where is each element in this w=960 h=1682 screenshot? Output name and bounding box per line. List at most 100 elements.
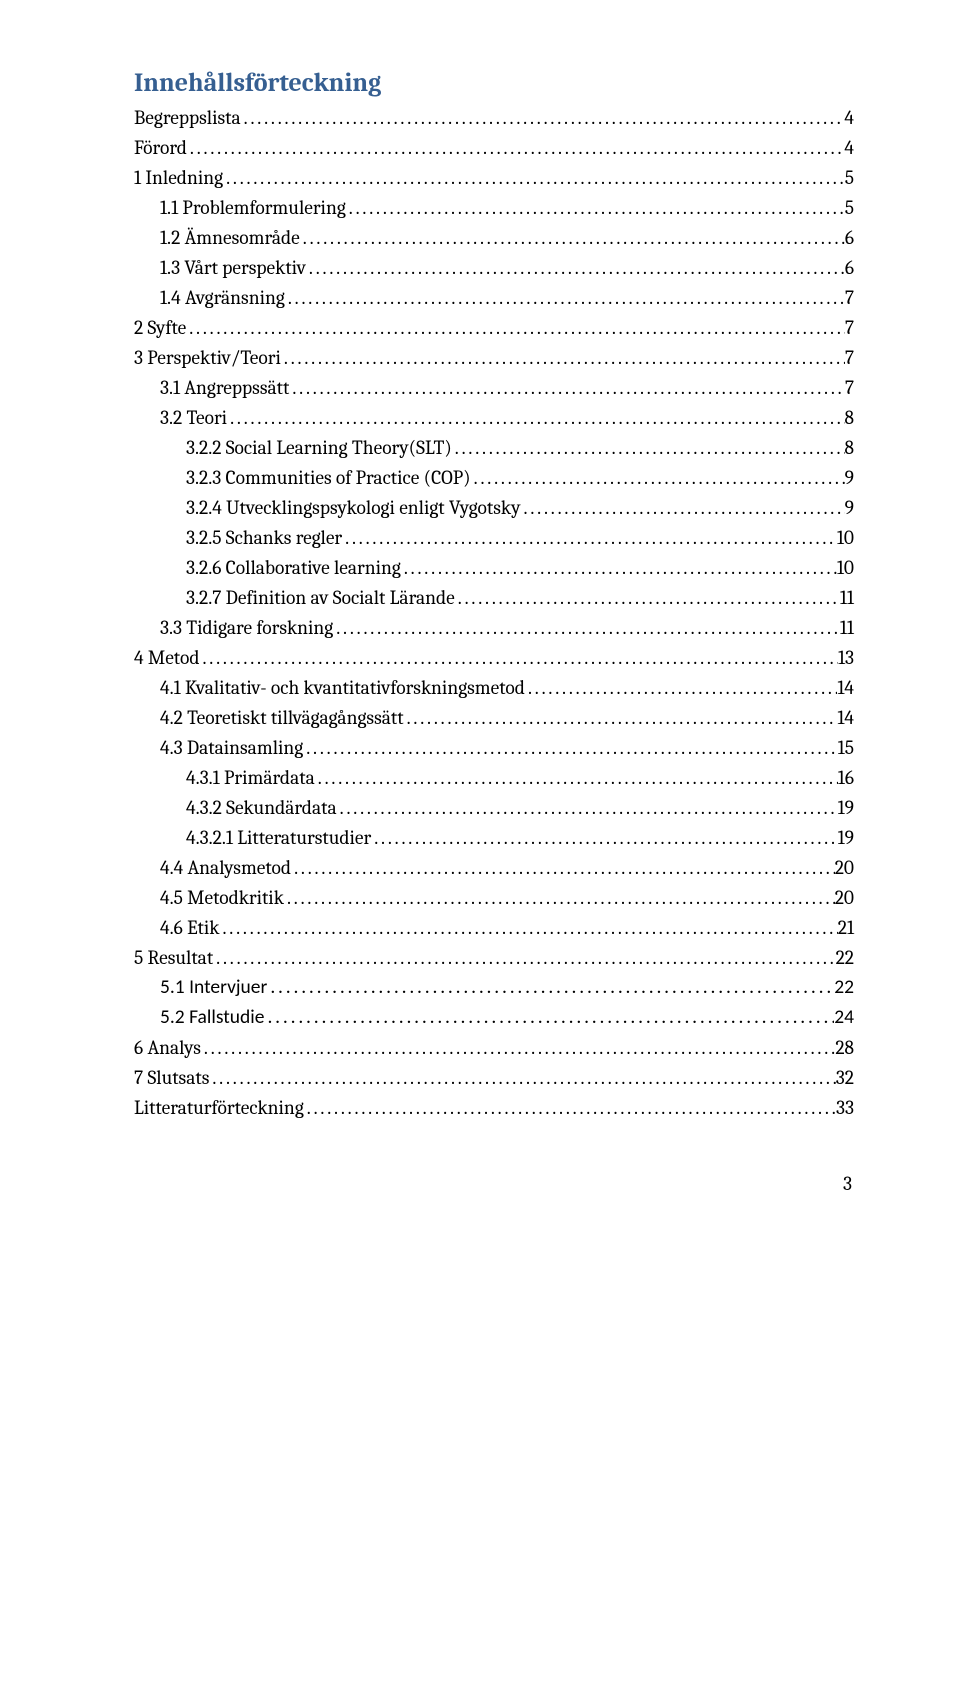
toc-row: Litteraturförteckning 33 <box>134 1098 854 1118</box>
toc-entry-page: 20 <box>835 888 854 908</box>
toc-row: 1.2 Ämnesområde 6 <box>134 228 854 248</box>
toc-row: Förord 4 <box>134 138 854 158</box>
toc-entry-page: 22 <box>836 948 854 968</box>
toc-entry-page: 7 <box>845 288 854 308</box>
toc-row: 3.2.3 Communities of Practice (COP) 9 <box>134 468 854 488</box>
toc-row: 4.3.2 Sekundärdata 19 <box>134 798 854 818</box>
toc-leader-dots <box>267 978 834 998</box>
toc-leader-dots <box>404 708 838 728</box>
toc-entry-label: 2 Syfte <box>134 318 186 338</box>
toc-leader-dots <box>201 1038 835 1058</box>
toc-row: Begreppslista 4 <box>134 108 854 128</box>
toc-row: 3 Perspektiv/Teori 7 <box>134 348 854 368</box>
toc-row: 5 Resultat 22 <box>134 948 854 968</box>
toc-leader-dots <box>342 528 837 548</box>
toc-row: 3.2 Teori 8 <box>134 408 854 428</box>
toc-row: 3.2.2 Social Learning Theory(SLT) 8 <box>134 438 854 458</box>
toc-leader-dots <box>346 198 845 218</box>
toc-entry-page: 5 <box>845 198 854 218</box>
toc-row: 4.3.2.1 Litteraturstudier 19 <box>134 828 854 848</box>
toc-entry-page: 9 <box>845 468 854 488</box>
toc-entry-page: 28 <box>835 1038 854 1058</box>
toc-row: 4.5 Metodkritik 20 <box>134 888 854 908</box>
toc-row: 3.1 Angreppssätt 7 <box>134 378 854 398</box>
toc-entry-label: 4.4 Analysmetod <box>160 858 291 878</box>
toc-leader-dots <box>315 768 838 788</box>
toc-leader-dots <box>471 468 845 488</box>
toc-leader-dots <box>199 648 837 668</box>
toc-entry-page: 10 <box>837 558 854 578</box>
toc-entry-label: 1.3 Vårt perspektiv <box>160 258 306 278</box>
toc-entry-label: 6 Analys <box>134 1038 201 1058</box>
toc-entry-page: 14 <box>837 708 854 728</box>
toc-entry-label: 3.2.3 Communities of Practice (COP) <box>186 468 471 488</box>
toc-entry-label: 4.6 Etik <box>160 918 219 938</box>
toc-entry-label: 5.2 Fallstudie <box>160 1008 264 1028</box>
toc-entry-page: 15 <box>838 738 854 758</box>
toc-entry-label: 1.1 Problemformulering <box>160 198 346 218</box>
toc-leader-dots <box>291 858 835 878</box>
toc-row: 2 Syfte 7 <box>134 318 854 338</box>
toc-entry-page: 32 <box>836 1068 854 1088</box>
toc-entry-label: 1 Inledning <box>134 168 223 188</box>
toc-entry-page: 19 <box>838 828 854 848</box>
toc-entry-label: 4.1 Kvalitativ- och kvantitativforskning… <box>160 678 525 698</box>
toc-entry-label: 3.2 Teori <box>160 408 227 428</box>
toc-row: 3.2.4 Utvecklingspsykologi enligt Vygots… <box>134 498 854 518</box>
toc-entry-label: 3.1 Angreppssätt <box>160 378 289 398</box>
toc-entry-label: 4.3.2.1 Litteraturstudier <box>186 828 371 848</box>
toc-entry-label: 5 Resultat <box>134 948 213 968</box>
toc-entry-page: 13 <box>838 648 854 668</box>
toc-entry-label: Litteraturförteckning <box>134 1098 304 1118</box>
toc-row: 5.2 Fallstudie 24 <box>134 1008 854 1028</box>
toc-leader-dots <box>303 738 837 758</box>
toc-row: 1 Inledning 5 <box>134 168 854 188</box>
toc-row: 3.3 Tidigare forskning 11 <box>134 618 854 638</box>
toc-entry-page: 7 <box>845 378 854 398</box>
toc-leader-dots <box>304 1098 836 1118</box>
toc-leader-dots <box>219 918 837 938</box>
toc-leader-dots <box>521 498 845 518</box>
toc-title: Innehållsförteckning <box>134 68 854 98</box>
toc-row: 3.2.7 Definition av Socialt Lärande 11 <box>134 588 854 608</box>
toc-leader-dots <box>337 798 838 818</box>
toc-row: 7 Slutsats 32 <box>134 1068 854 1088</box>
toc-entry-page: 14 <box>837 678 854 698</box>
toc-leader-dots <box>281 348 845 368</box>
toc-entry-label: 3.2.4 Utvecklingspsykologi enligt Vygots… <box>186 498 521 518</box>
toc-row: 4.2 Teoretiskt tillvägagångssätt 14 <box>134 708 854 728</box>
toc-leader-dots <box>455 588 840 608</box>
toc-row: 4.4 Analysmetod 20 <box>134 858 854 878</box>
toc-entry-page: 24 <box>834 1008 854 1028</box>
toc-entry-page: 22 <box>834 978 854 998</box>
toc-leader-dots <box>525 678 837 698</box>
toc-row: 5.1 Intervjuer 22 <box>134 978 854 998</box>
toc-row: 1.3 Vårt perspektiv 6 <box>134 258 854 278</box>
toc-entry-label: 3.3 Tidigare forskning <box>160 618 333 638</box>
toc-row: 3.2.6 Collaborative learning 10 <box>134 558 854 578</box>
toc-entry-page: 8 <box>845 408 854 428</box>
toc-list: Begreppslista 4Förord 41 Inledning 51.1 … <box>134 108 854 1118</box>
toc-entry-label: 3.2.2 Social Learning Theory(SLT) <box>186 438 452 458</box>
toc-leader-dots <box>186 318 845 338</box>
toc-entry-label: Förord <box>134 138 187 158</box>
toc-entry-label: 3.2.7 Definition av Socialt Lärande <box>186 588 455 608</box>
toc-leader-dots <box>306 258 845 278</box>
toc-leader-dots <box>284 888 835 908</box>
toc-entry-page: 5 <box>845 168 854 188</box>
toc-entry-page: 9 <box>845 498 854 518</box>
toc-entry-page: 4 <box>844 138 854 158</box>
toc-entry-page: 6 <box>845 258 854 278</box>
toc-row: 4.1 Kvalitativ- och kvantitativforskning… <box>134 678 854 698</box>
toc-entry-page: 11 <box>840 618 854 638</box>
toc-leader-dots <box>241 108 845 128</box>
toc-entry-label: 4.5 Metodkritik <box>160 888 284 908</box>
toc-leader-dots <box>213 948 835 968</box>
toc-entry-label: Begreppslista <box>134 108 241 128</box>
toc-entry-page: 11 <box>840 588 854 608</box>
toc-leader-dots <box>187 138 845 158</box>
toc-leader-dots <box>285 288 845 308</box>
toc-leader-dots <box>333 618 840 638</box>
toc-row: 1.4 Avgränsning 7 <box>134 288 854 308</box>
toc-entry-label: 4.3.2 Sekundärdata <box>186 798 337 818</box>
